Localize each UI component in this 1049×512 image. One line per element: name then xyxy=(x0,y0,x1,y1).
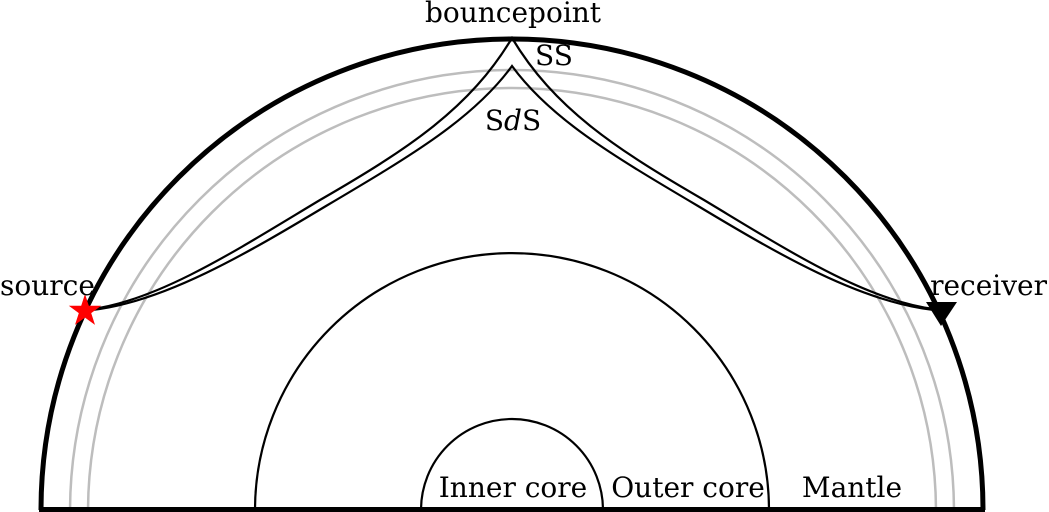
sds-label: SdS xyxy=(485,104,541,137)
sds-italic: d xyxy=(504,104,522,137)
sds-prefix: S xyxy=(485,104,504,137)
outer-core-boundary xyxy=(253,251,771,511)
receiver-label: receiver xyxy=(930,269,1048,302)
inner-core-label: Inner core xyxy=(439,471,587,504)
sds-suffix: S xyxy=(522,104,541,137)
surface-outline xyxy=(38,36,986,511)
lower-discontinuity-arc xyxy=(86,86,938,512)
triangle-down-icon xyxy=(926,302,957,326)
inner-core-boundary xyxy=(419,417,605,511)
mantle-label: Mantle xyxy=(802,471,902,504)
outer-core-label: Outer core xyxy=(611,471,765,504)
sds-ray-path xyxy=(91,64,935,312)
star-icon xyxy=(68,294,102,325)
ss-label: SS xyxy=(535,39,573,72)
bouncepoint-label: bouncepoint xyxy=(425,0,602,29)
source-label: source xyxy=(0,269,95,302)
